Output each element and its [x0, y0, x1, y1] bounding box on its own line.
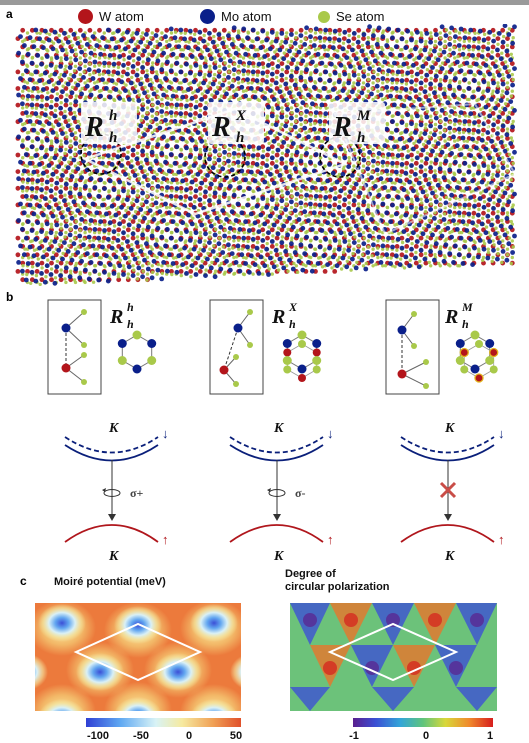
legend-se-label: Se atom	[336, 9, 385, 24]
optical-transition-1: K ↓σ+↑K	[64, 421, 169, 564]
heatmaps	[35, 603, 497, 727]
left-tick-3: 0	[185, 730, 193, 742]
stacking-label-2: R	[271, 306, 285, 328]
stacking-config-3: R Mh	[385, 299, 499, 395]
se-atom-swatch	[318, 10, 330, 23]
left-tick-1: -100	[86, 730, 110, 742]
left-tick-4: 50	[229, 730, 243, 742]
right-tick-3: 1	[486, 730, 494, 742]
polarization-label-1: σ+	[130, 486, 144, 500]
moire-potential-colorbar	[86, 718, 241, 727]
k-valley-top-3: K	[444, 421, 456, 436]
panel-c-label: c	[20, 574, 27, 588]
k-valley-top-2: K	[273, 421, 285, 436]
optical-transition-2: K ↓σ-↑K	[229, 421, 334, 564]
panel-a-label: a	[6, 7, 13, 21]
mo-atom-swatch	[200, 9, 215, 24]
legend-mo-atom: Mo atom	[200, 9, 272, 24]
lattice-stacking-label-3: R	[332, 112, 352, 143]
k-valley-bottom-1: K	[108, 549, 120, 564]
legend-se-atom: Se atom	[318, 9, 384, 24]
moire-potential-title: Moiré potential (meV)	[54, 576, 166, 588]
k-valley-top-1: K	[108, 421, 120, 436]
polarization-colorbar	[353, 718, 493, 727]
polarization-heatmap	[290, 603, 497, 711]
lattice-stacking-label-2: R	[211, 112, 231, 143]
right-tick-2: 0	[422, 730, 430, 742]
legend-mo-label: Mo atom	[221, 9, 272, 24]
panel-b-label: b	[6, 290, 14, 304]
optical-transition-3: K ↓↑K	[400, 421, 505, 564]
left-tick-2: -50	[133, 730, 149, 742]
legend-w-label: W atom	[99, 9, 144, 24]
w-atom-swatch	[78, 9, 93, 24]
moire-potential-heatmap	[35, 603, 241, 711]
lattice-stacking-label-1: R	[84, 112, 104, 143]
stacking-label-3: R	[444, 306, 458, 328]
stacking-config-2: R Xh	[209, 299, 322, 395]
right-tick-1: -1	[349, 730, 359, 742]
k-valley-bottom-3: K	[444, 549, 456, 564]
k-valley-bottom-2: K	[273, 549, 285, 564]
top-border	[0, 0, 529, 5]
polarization-label-2: σ-	[295, 486, 306, 500]
stacking-label-1: R	[109, 306, 123, 328]
legend-w-atom: W atom	[78, 9, 144, 24]
polarization-title: Degree of circular polarization	[285, 568, 390, 593]
